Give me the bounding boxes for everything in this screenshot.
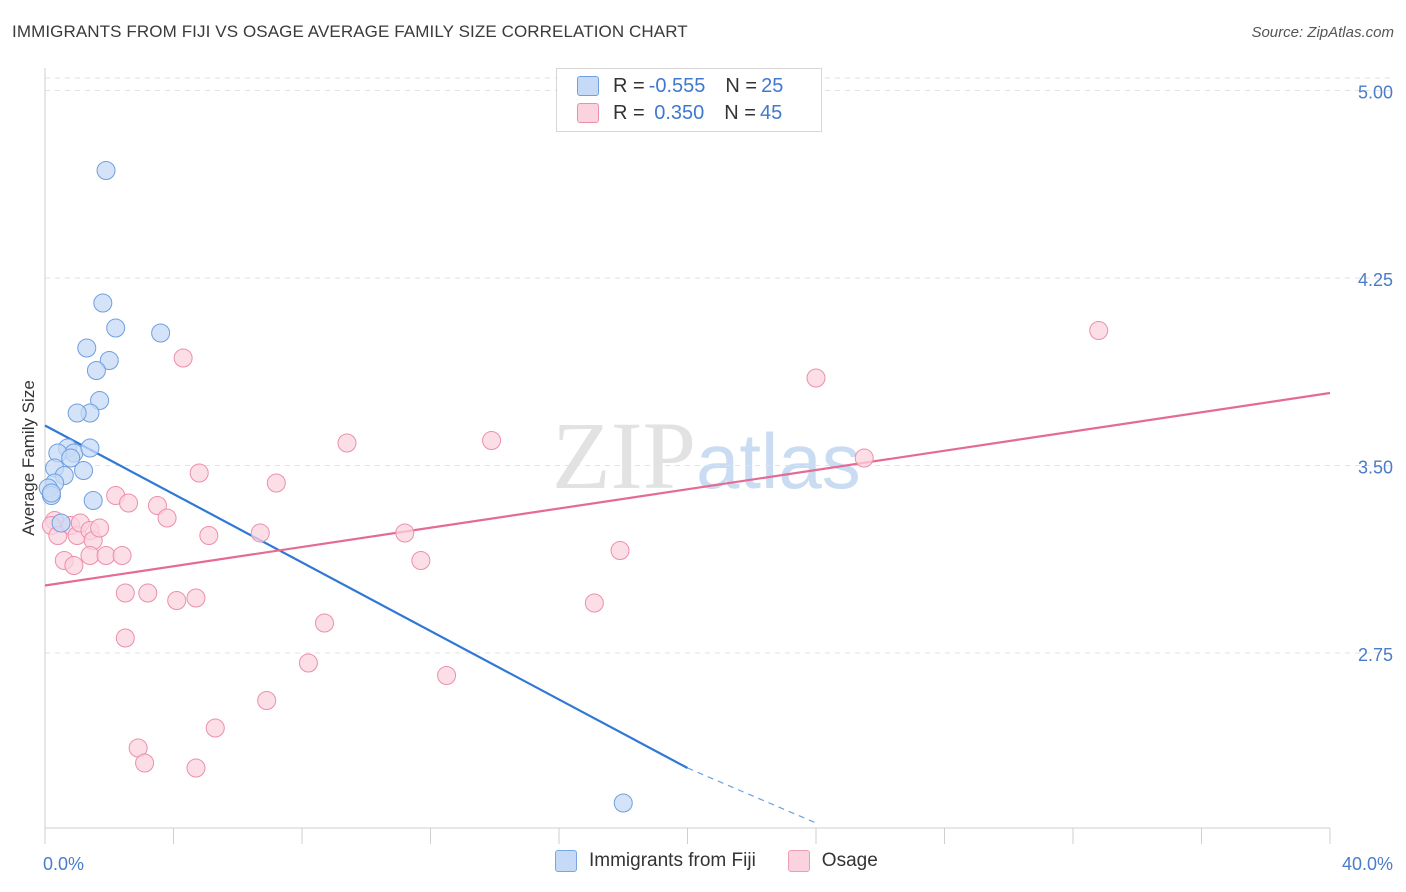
legend-n-label: N =: [724, 101, 756, 124]
fiji-point: [80, 438, 100, 458]
osage-point: [806, 368, 826, 388]
fiji-point: [99, 351, 119, 370]
legend-r-label: R =: [613, 74, 645, 97]
osage-point: [337, 433, 357, 453]
legend-n-value: 25: [761, 74, 784, 97]
osage-point: [395, 523, 415, 543]
legend-row-fiji: R = -0.555 N = 25: [577, 73, 783, 99]
fiji-point: [613, 793, 633, 813]
fiji-point: [86, 361, 106, 380]
legend-row-osage: R = 0.350 N = 45: [577, 100, 782, 126]
legend-item-fiji[interactable]: Immigrants from Fiji: [555, 850, 756, 872]
osage-point: [854, 448, 874, 468]
fiji-point: [77, 338, 97, 358]
osage-point: [138, 583, 158, 603]
osage-point: [186, 758, 206, 778]
y-tick-label: 5.00: [1358, 83, 1393, 103]
legend-label-fiji: Immigrants from Fiji: [589, 850, 756, 871]
axes: [44, 68, 1331, 844]
y-axis-title: Average Family Size: [19, 380, 38, 536]
fiji-point: [61, 448, 81, 468]
source-label: Source: ZipAtlas.com: [1251, 24, 1394, 41]
legend-n-value: 45: [759, 101, 783, 124]
y-tick-label: 3.50: [1358, 458, 1393, 478]
fiji-point: [74, 461, 94, 480]
fiji-point: [151, 323, 171, 343]
legend-swatch-osage: [787, 850, 810, 872]
osage-point: [64, 556, 84, 575]
y-tick-label: 4.25: [1358, 270, 1393, 290]
tick-labels: 2.75 3.50 4.25 5.00 0.0% 40.0%: [43, 83, 1393, 875]
osage-point: [173, 348, 193, 368]
legend-swatch-fiji: [577, 76, 599, 96]
osage-point: [266, 473, 286, 493]
fiji-point: [67, 403, 87, 423]
x-tick-label: 40.0%: [1342, 854, 1393, 874]
osage-point: [437, 666, 457, 685]
fiji-point: [96, 161, 116, 180]
fiji-point: [83, 491, 103, 510]
osage-point: [199, 526, 219, 545]
legend-r-value: -0.555: [648, 74, 706, 97]
osage-point: [411, 551, 431, 570]
fiji-point: [93, 293, 113, 313]
osage-point: [157, 508, 177, 528]
legend-swatch-fiji: [555, 850, 577, 872]
data-points: [38, 161, 1109, 813]
osage-point: [1089, 321, 1109, 340]
osage-point: [96, 546, 116, 565]
series-legend: Immigrants from Fiji Osage: [555, 850, 910, 872]
osage-point: [482, 431, 502, 450]
trend-line-fiji-extension: [687, 767, 817, 824]
y-tick-label: 2.75: [1358, 645, 1393, 665]
osage-point: [205, 718, 225, 738]
fiji-point: [51, 513, 71, 533]
x-tick-label: 0.0%: [43, 854, 84, 874]
osage-point: [298, 653, 318, 673]
osage-point: [119, 493, 139, 513]
osage-point: [90, 518, 110, 538]
osage-point: [167, 591, 187, 610]
legend-item-osage[interactable]: Osage: [787, 850, 878, 872]
osage-point: [250, 523, 270, 543]
legend-label-osage: Osage: [821, 850, 878, 871]
osage-point: [135, 753, 155, 773]
osage-point: [186, 588, 206, 608]
osage-point: [314, 613, 334, 633]
osage-point: [584, 593, 604, 613]
legend-swatch-osage: [577, 103, 599, 123]
fiji-point: [90, 391, 110, 410]
legend-r-label: R =: [613, 101, 645, 124]
watermark-atlas: atlas: [696, 417, 861, 505]
trend-line-fiji: [44, 424, 689, 769]
fiji-point: [41, 483, 61, 503]
fiji-point: [106, 318, 126, 338]
osage-point: [257, 691, 277, 710]
osage-point: [147, 496, 167, 515]
osage-point: [189, 463, 209, 483]
osage-point: [80, 546, 100, 565]
osage-point: [115, 628, 135, 648]
legend-r-value: 0.350: [648, 101, 705, 124]
osage-point: [115, 583, 135, 603]
grid-lines: [45, 77, 1392, 654]
stats-legend: R = -0.555 N = 25 R = 0.350 N = 45: [556, 68, 822, 132]
osage-point: [610, 541, 630, 560]
legend-n-label: N =: [725, 74, 758, 97]
trend-line-osage: [44, 391, 1331, 587]
trend-lines: [44, 391, 1331, 824]
osage-point: [112, 546, 132, 565]
chart-title: IMMIGRANTS FROM FIJI VS OSAGE AVERAGE FA…: [12, 22, 688, 41]
